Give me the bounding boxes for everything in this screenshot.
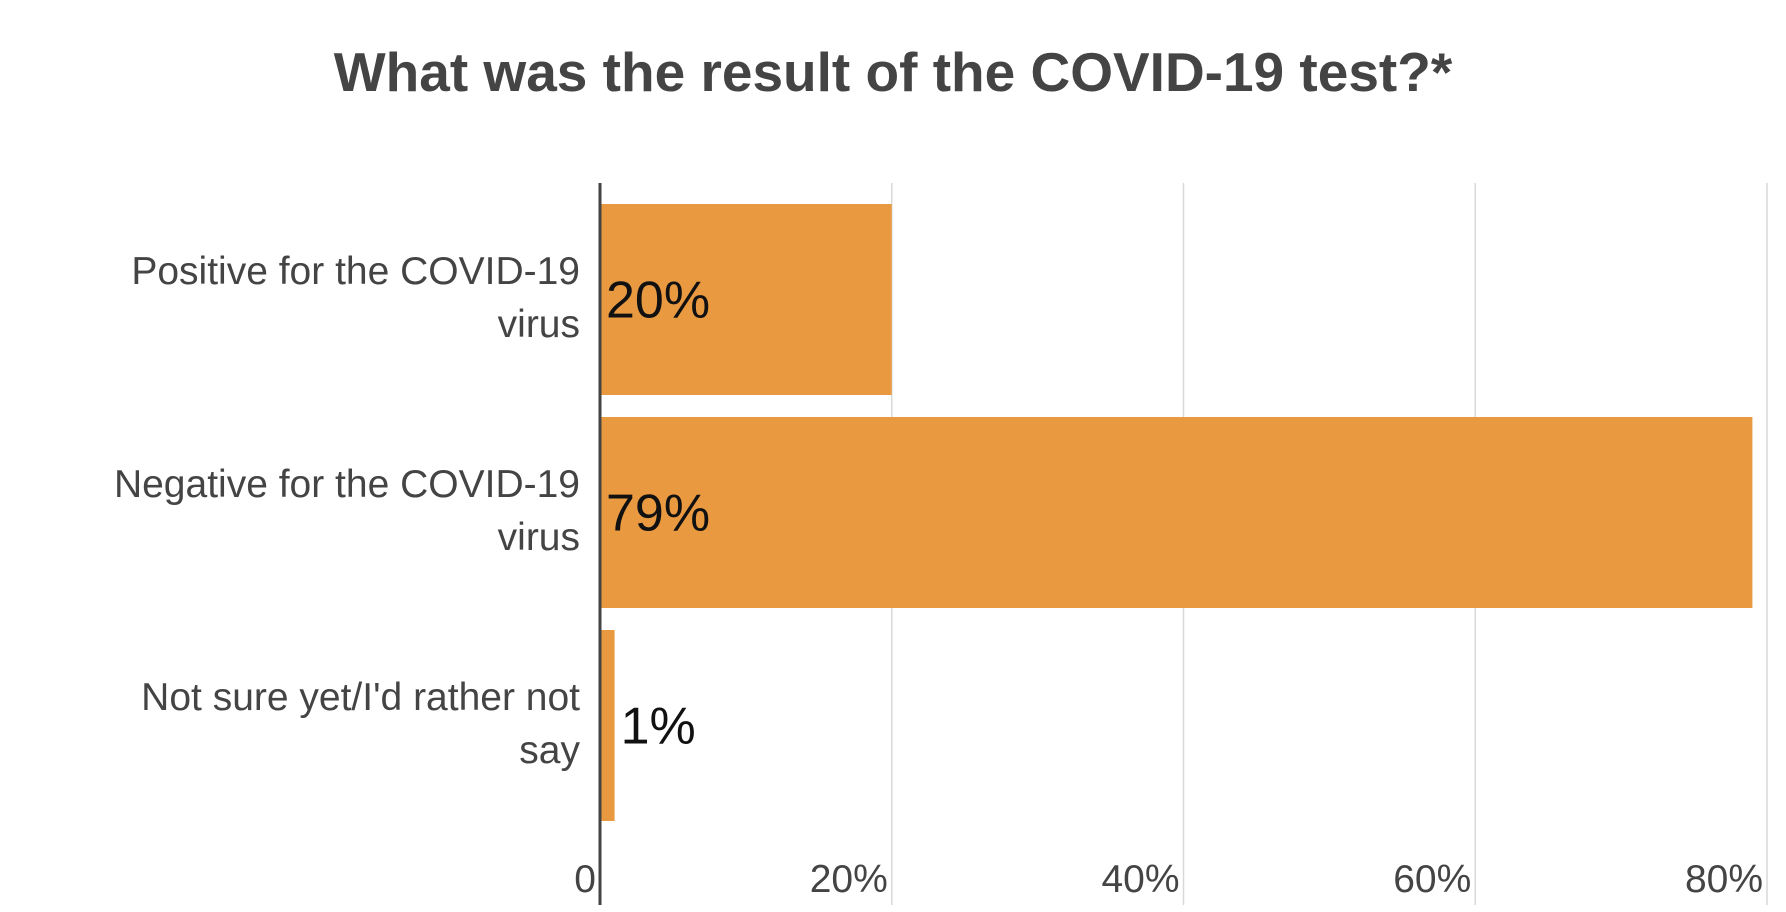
category-label: virus (498, 303, 580, 346)
category-label: say (519, 729, 580, 772)
x-tick-label: 0 (574, 858, 596, 901)
category-label: Not sure yet/I'd rather not (141, 676, 580, 719)
x-tick-label: 80% (1685, 858, 1763, 901)
bar (600, 417, 1753, 608)
category-label: Positive for the COVID-19 (131, 250, 580, 293)
x-tick-label: 20% (810, 858, 888, 901)
category-label: virus (498, 516, 580, 559)
x-tick-label: 40% (1101, 858, 1179, 901)
bar (600, 630, 615, 821)
x-tick-label: 60% (1393, 858, 1471, 901)
category-label: Negative for the COVID-19 (114, 463, 580, 506)
data-label: 1% (621, 698, 696, 756)
chart-title: What was the result of the COVID-19 test… (333, 41, 1453, 103)
data-label: 79% (606, 485, 710, 543)
bar (600, 204, 892, 395)
data-label: 20% (606, 272, 710, 330)
